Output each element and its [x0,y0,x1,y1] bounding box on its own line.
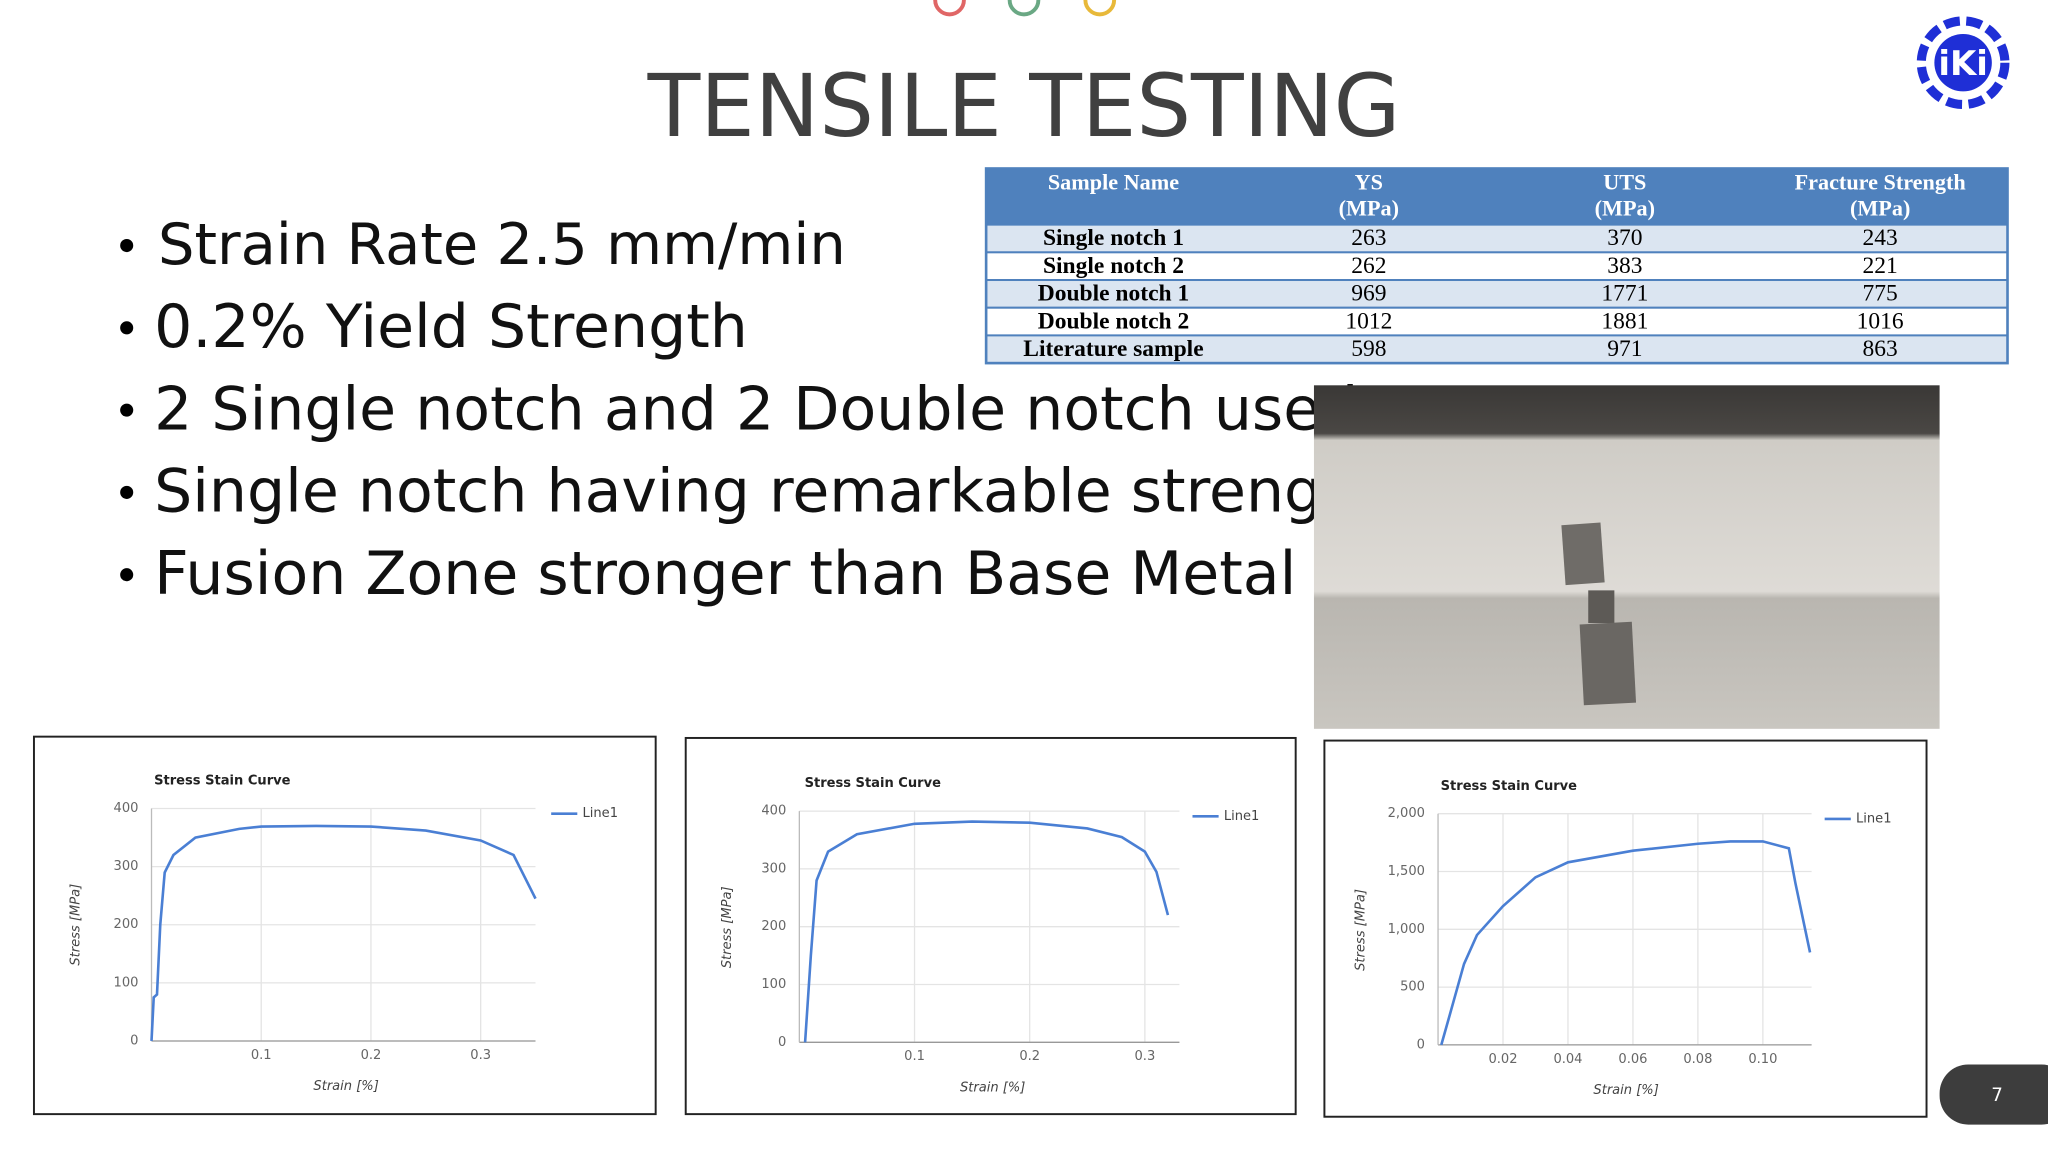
table-cell: 263 [1351,225,1386,251]
x-tick-label: 0.1 [904,1049,925,1064]
chart: Stress Stain Curve Strain [%] Stress [MPa]… [32,735,657,1116]
table-cell: 221 [1863,253,1898,279]
y-tick-label: 1,000 [1388,922,1425,937]
x-tick-label: 0.2 [361,1048,382,1063]
data-line [150,824,537,1042]
table-cell: 1012 [1345,308,1392,334]
column-header: Sample Name [1048,169,1179,194]
table-cell: 775 [1863,281,1898,307]
bullet-text: Strain Rate 2.5 mm/min [158,211,846,278]
logo: iKi [1916,16,2010,110]
bullet-dot [120,485,134,499]
x-tick-label: 0.3 [1135,1049,1156,1064]
charts: Stress Stain Curve Strain [%] Stress [MPa]… [32,735,1928,1118]
bullet-text: 2 Single notch and 2 Double notch used [154,374,1358,444]
x-tick-label: 0.3 [470,1048,491,1063]
table-cell: 863 [1863,336,1898,362]
row-label: Literature sample [1023,336,1203,362]
table-cell: 971 [1607,336,1642,362]
y-tick-label: 100 [114,975,139,990]
table-cell: 598 [1351,336,1386,362]
column-header: UTS [1603,169,1646,194]
x-axis-label: Strain [%] [1593,1083,1658,1098]
results-table: Sample Name YS(MPa)UTS(MPa)Fracture Stren… [984,167,2009,365]
bullet-text: Single notch having remarkable strength [154,457,1384,527]
legend-label: Line1 [1856,811,1892,826]
y-tick-label: 200 [761,919,786,934]
column-unit: (MPa) [1850,195,1910,220]
x-tick-label: 0.02 [1488,1052,1517,1067]
x-tick-label: 0.1 [251,1048,272,1063]
y-tick-label: 2,000 [1388,806,1425,821]
data-line [1440,840,1812,1046]
y-tick-label: 400 [114,801,139,816]
chart-title: Stress Stain Curve [1441,779,1578,794]
x-axis-label: Strain [%] [960,1081,1025,1096]
row-label: Double notch 1 [1038,281,1189,307]
chart: Stress Stain Curve Strain [%] Stress [MPa]… [684,736,1297,1116]
y-axis-label: Stress [MPa] [720,886,735,968]
legend-label: Line1 [583,806,619,821]
decor-circles [933,0,1117,17]
bullet-dot [120,568,134,582]
table-cell: 1881 [1601,308,1648,334]
x-tick-label: 0.2 [1019,1049,1040,1064]
y-tick-label: 0 [130,1033,138,1048]
x-tick-label: 0.10 [1748,1052,1777,1067]
x-tick-label: 0.08 [1683,1052,1712,1067]
y-tick-label: 300 [114,859,139,874]
page-tab: 7 [1939,1064,2048,1125]
row-label: Single notch 2 [1043,253,1184,279]
table-header-bg [986,168,2008,225]
y-tick-label: 200 [114,917,139,932]
table-cell: 262 [1351,253,1386,279]
chart-title: Stress Stain Curve [805,776,942,791]
column-unit: (MPa) [1595,195,1655,220]
x-tick-label: 0.04 [1553,1052,1582,1067]
column-header: Fracture Strength [1795,169,1966,194]
slide-title: TENSILE TESTING [647,57,1401,157]
table-cell: 969 [1351,281,1386,307]
column-header: YS [1355,169,1383,194]
table-cell: 1771 [1601,281,1648,307]
row-label: Single notch 1 [1043,225,1184,251]
x-axis-label: Strain [%] [313,1079,378,1094]
table-cell: 243 [1863,225,1898,251]
y-tick-label: 400 [761,804,786,819]
y-tick-label: 500 [1400,980,1425,995]
data-line [803,820,1170,1043]
row-label: Double notch 2 [1038,308,1189,334]
y-tick-label: 0 [778,1035,786,1050]
svg-text:iKi: iKi [1938,44,1988,84]
table-cell: 370 [1607,225,1642,251]
specimen-photo [1313,385,1940,729]
x-tick-label: 0.06 [1618,1052,1647,1067]
bullet-dot [120,239,134,253]
bullet-list: Strain Rate 2.5 mm/min 0.2% Yield Strengt… [120,211,1384,609]
table-cell: 1016 [1857,308,1904,334]
y-tick-label: 1,500 [1388,864,1425,879]
bullet-text: 0.2% Yield Strength [154,292,748,362]
y-axis-label: Stress [MPa] [68,884,83,966]
y-tick-label: 0 [1417,1037,1425,1052]
table-border [984,167,2009,365]
bullet-text: Fusion Zone stronger than Base Metal [154,539,1296,609]
bullet-dot [120,321,134,335]
chart-title: Stress Stain Curve [154,774,291,789]
y-tick-label: 300 [761,861,786,876]
bullet-dot [120,403,134,417]
y-tick-label: 100 [761,977,786,992]
y-axis-label: Stress [MPa] [1353,889,1368,971]
legend-label: Line1 [1224,809,1260,824]
page-number: 7 [1991,1085,2003,1106]
table-row-bg [985,306,2009,337]
chart: Stress Stain Curve Strain [%] Stress [MPa]… [1323,739,1928,1118]
table-cell: 383 [1607,253,1642,279]
column-unit: (MPa) [1339,195,1399,220]
